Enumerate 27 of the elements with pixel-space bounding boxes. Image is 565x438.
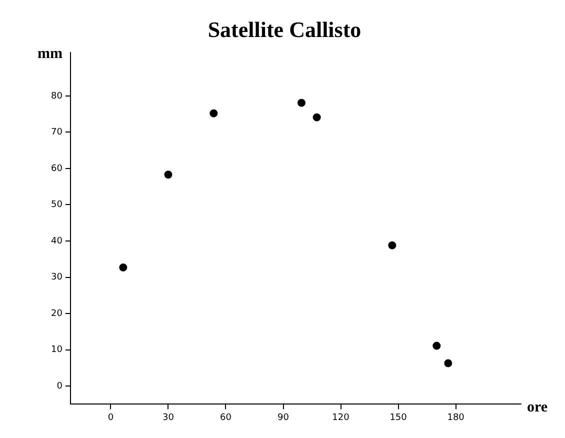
y-tick-label: 40 (51, 236, 63, 246)
y-tick-label: 80 (51, 91, 63, 102)
x-tick-label: 90 (278, 412, 290, 423)
point (164, 170, 172, 179)
y-tick-label: 70 (51, 128, 63, 138)
y-tick-label: 20 (51, 308, 63, 319)
y-tick-label: 50 (51, 200, 63, 210)
point (444, 359, 452, 368)
point (297, 98, 306, 107)
y-tick-label: 60 (51, 164, 63, 174)
x-tick-label: 60 (220, 412, 232, 423)
point (210, 109, 218, 118)
y-tick-label: 0 (56, 381, 63, 392)
x-tick-label: 150 (390, 412, 408, 423)
point (119, 263, 128, 272)
y-tick-label: 30 (51, 272, 63, 283)
x-tick-label: 180 (447, 412, 465, 423)
chart-title: Satellite Callisto (208, 16, 362, 42)
x-tick-label: 30 (162, 412, 174, 423)
x-tick-label: 0 (108, 412, 114, 423)
point (312, 113, 321, 122)
y-axis-title: mm (37, 46, 63, 62)
point (432, 342, 441, 350)
y-tick-label: 10 (51, 345, 63, 356)
point (388, 241, 396, 250)
x-tick-label: 120 (332, 412, 350, 423)
x-axis-title: ore (527, 400, 548, 416)
